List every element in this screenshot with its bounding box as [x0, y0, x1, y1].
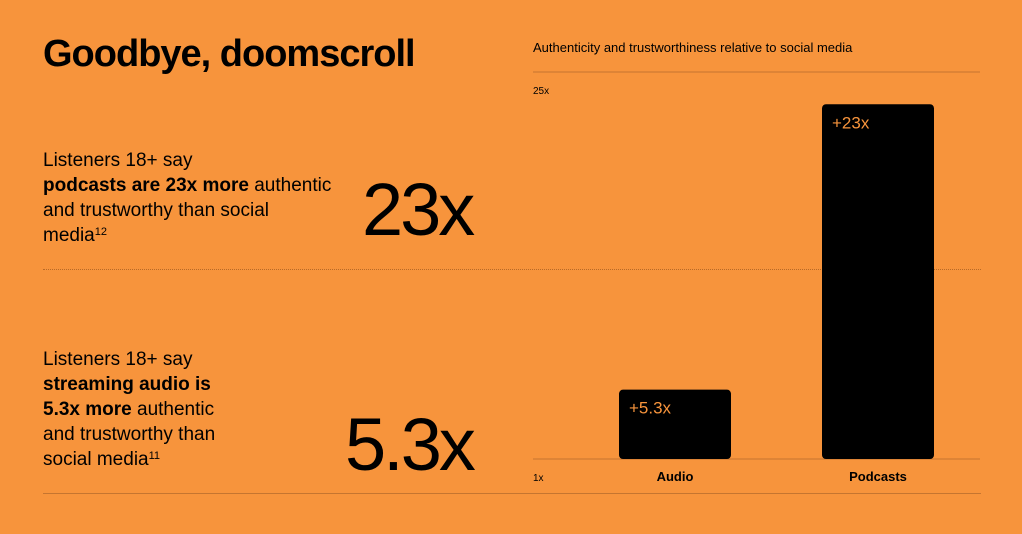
page-title: Goodbye, doomscroll: [43, 33, 416, 75]
bar-podcasts: [822, 104, 934, 459]
audio-stat-footnote: 11: [148, 450, 161, 462]
y-tick-label-top: 25x: [533, 86, 549, 97]
chart-title: Authenticity and trustworthiness relativ…: [533, 40, 853, 55]
podcast-stat-footnote: 12: [94, 226, 107, 238]
audio-stat-lead: Listeners 18+ say: [43, 349, 193, 370]
podcast-stat-bold: podcasts are 23x more: [43, 175, 249, 196]
data-label-audio: +5.3x: [629, 399, 672, 418]
podcast-stat-rest: authentic and trustworthy than social me…: [43, 175, 332, 246]
audio-big-number: 5.3x: [345, 403, 476, 486]
podcast-stat-lead: Listeners 18+ say: [43, 150, 193, 171]
podcast-stat-text: Listeners 18+ say podcasts are 23x more …: [43, 148, 333, 248]
category-label-audio: Audio: [657, 469, 694, 484]
bottom-divider: [43, 493, 981, 494]
y-tick-label-bottom: 1x: [533, 473, 544, 484]
data-label-podcasts: +23x: [832, 113, 870, 132]
category-label-podcasts: Podcasts: [849, 469, 907, 484]
audio-stat-bold: streaming audio is 5.3x more: [43, 374, 211, 420]
podcast-big-number: 23x: [362, 168, 475, 251]
section-divider: [43, 269, 981, 270]
bar-audio: [619, 389, 731, 459]
audio-stat-rest: authentic and trustworthy than social me…: [43, 399, 216, 470]
audio-stat-text: Listeners 18+ say streaming audio is 5.3…: [43, 347, 248, 472]
bar-group: +5.3x Audio +23x Podcasts: [619, 104, 934, 484]
